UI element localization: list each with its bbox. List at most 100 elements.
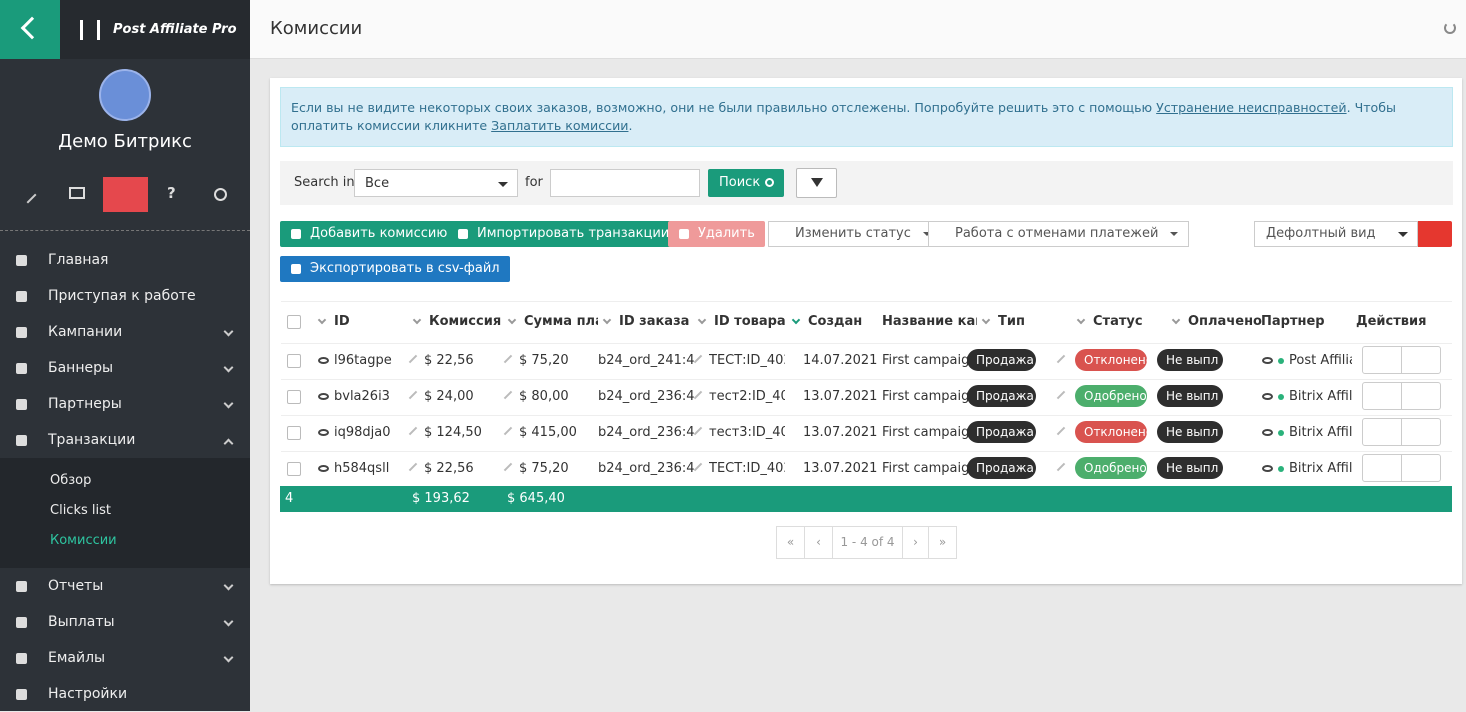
- eye-icon[interactable]: [318, 357, 329, 364]
- submenu-item[interactable]: Clicks list: [50, 503, 111, 518]
- submenu-item[interactable]: Обзор: [50, 473, 92, 488]
- monitor-icon[interactable]: [69, 187, 85, 199]
- sort-arrow[interactable]: [317, 315, 327, 325]
- edit-action[interactable]: [1362, 382, 1402, 410]
- edit-action[interactable]: [1362, 346, 1402, 374]
- page-button[interactable]: ‹: [804, 526, 833, 559]
- sort-arrow[interactable]: [1171, 315, 1181, 325]
- column-header[interactable]: Статус: [1093, 314, 1143, 329]
- edit-icon[interactable]: [693, 462, 703, 472]
- eye-icon[interactable]: [1262, 393, 1273, 400]
- page-button[interactable]: ›: [902, 526, 929, 559]
- refunds-button[interactable]: Работа с отменами платежей: [928, 221, 1190, 247]
- edit-icon[interactable]: [1056, 354, 1066, 364]
- column-header[interactable]: Партнер: [1261, 314, 1325, 329]
- edit-action[interactable]: [1362, 454, 1402, 482]
- edit-icon[interactable]: [1056, 462, 1066, 472]
- menu-item[interactable]: Отчеты: [0, 568, 250, 604]
- notice-link[interactable]: Устранение неисправностей: [1156, 100, 1347, 115]
- column-header[interactable]: ID заказа: [619, 314, 690, 329]
- help-icon[interactable]: ?: [167, 184, 176, 202]
- row-checkbox[interactable]: [287, 462, 301, 476]
- edit-icon[interactable]: [408, 426, 418, 436]
- menu-item[interactable]: Кампании: [0, 314, 250, 350]
- row-checkbox[interactable]: [287, 426, 301, 440]
- edit-icon[interactable]: [503, 462, 513, 472]
- column-header[interactable]: Оплачено: [1188, 314, 1262, 329]
- page-button[interactable]: »: [928, 526, 957, 559]
- edit-icon[interactable]: [408, 462, 418, 472]
- delete-action[interactable]: [1401, 454, 1441, 482]
- menu-item[interactable]: Приступая к работе: [0, 278, 250, 314]
- edit-icon[interactable]: [408, 354, 418, 364]
- edit-view-button[interactable]: [1418, 221, 1452, 247]
- view-select[interactable]: Дефолтный вид: [1254, 221, 1418, 247]
- submenu-item[interactable]: Комиссии: [50, 533, 117, 548]
- power-icon[interactable]: [214, 188, 227, 201]
- menu-item[interactable]: Настройки: [0, 676, 250, 712]
- edit-icon[interactable]: [503, 390, 513, 400]
- type-badge: Продажа: [967, 421, 1036, 443]
- column-header[interactable]: Действия: [1356, 314, 1427, 329]
- health-icon[interactable]: [103, 177, 148, 212]
- search-input[interactable]: [550, 169, 700, 197]
- edit-action[interactable]: [1362, 418, 1402, 446]
- edit-icon[interactable]: [408, 390, 418, 400]
- status-button[interactable]: Изменить статус: [768, 221, 942, 247]
- refresh[interactable]: [1444, 22, 1456, 34]
- page-button[interactable]: «: [776, 526, 805, 559]
- menu-item[interactable]: Выплаты: [0, 604, 250, 640]
- export-button[interactable]: Экспортировать в csv-файл: [280, 256, 510, 282]
- column-header[interactable]: Комиссия: [429, 314, 502, 329]
- notice-link[interactable]: Заплатить комиссии: [491, 118, 629, 133]
- menu-item[interactable]: Транзакции: [0, 422, 250, 458]
- column-header[interactable]: ID: [334, 314, 350, 329]
- eye-icon[interactable]: [318, 465, 329, 472]
- menu-icon: [16, 435, 27, 446]
- column-header[interactable]: ID товара: [714, 314, 786, 329]
- delete-action[interactable]: [1401, 382, 1441, 410]
- search-button[interactable]: Поиск: [708, 169, 785, 197]
- delete-button[interactable]: Удалить: [668, 221, 765, 247]
- sort-arrow[interactable]: [697, 315, 707, 325]
- edit-icon[interactable]: [503, 354, 513, 364]
- filter-button[interactable]: [796, 168, 837, 198]
- edit-icon[interactable]: [1056, 426, 1066, 436]
- edit-icon[interactable]: [503, 426, 513, 436]
- select-all[interactable]: [287, 315, 301, 329]
- sort-arrow[interactable]: [981, 315, 991, 325]
- avatar[interactable]: [99, 69, 151, 121]
- import-button[interactable]: Импортировать транзакции: [447, 221, 680, 247]
- edit-icon[interactable]: [1056, 390, 1066, 400]
- eye-icon[interactable]: [1262, 429, 1273, 436]
- add-button[interactable]: Добавить комиссию: [280, 221, 458, 247]
- menu-item[interactable]: Партнеры: [0, 386, 250, 422]
- search-select[interactable]: Все: [354, 169, 518, 197]
- edit-icon[interactable]: [693, 426, 703, 436]
- edit-icon[interactable]: [19, 186, 37, 204]
- eye-icon[interactable]: [1262, 465, 1273, 472]
- eye-icon[interactable]: [318, 393, 329, 400]
- back-button[interactable]: [0, 0, 60, 59]
- column-header[interactable]: Сумма плате: [524, 314, 598, 329]
- sort-arrow[interactable]: [412, 315, 422, 325]
- sort-arrow[interactable]: [507, 315, 517, 325]
- sort-arrow[interactable]: [1076, 315, 1086, 325]
- edit-icon[interactable]: [693, 390, 703, 400]
- column-header[interactable]: Создан: [808, 314, 863, 329]
- delete-action[interactable]: [1401, 418, 1441, 446]
- page-title: Комиссии: [270, 18, 363, 39]
- menu-item[interactable]: Баннеры: [0, 350, 250, 386]
- sort-arrow[interactable]: [791, 315, 801, 325]
- delete-action[interactable]: [1401, 346, 1441, 374]
- column-header[interactable]: Тип: [998, 314, 1025, 329]
- eye-icon[interactable]: [318, 429, 329, 436]
- sort-arrow[interactable]: [602, 315, 612, 325]
- row-checkbox[interactable]: [287, 390, 301, 404]
- menu-item[interactable]: Емайлы: [0, 640, 250, 676]
- menu-item[interactable]: Главная: [0, 242, 250, 278]
- eye-icon[interactable]: [1262, 357, 1273, 364]
- edit-icon[interactable]: [693, 354, 703, 364]
- column-header[interactable]: Название камп: [882, 314, 977, 329]
- row-checkbox[interactable]: [287, 354, 301, 368]
